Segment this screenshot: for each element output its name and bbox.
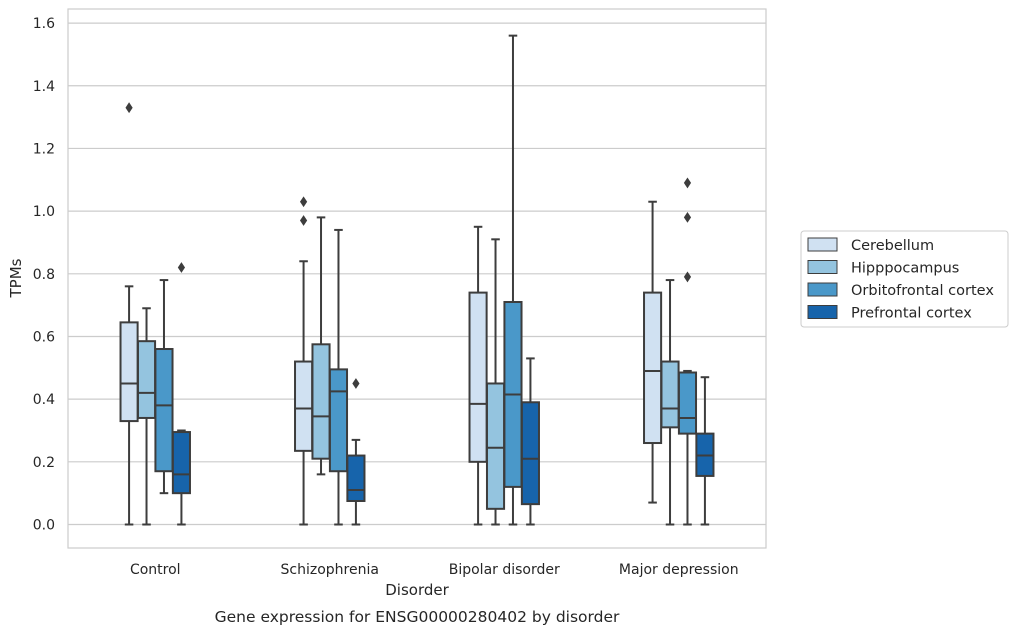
legend-label: Prefrontal cortex [851,306,972,322]
box-schizophrenia-hipppocampus [311,216,331,476]
y-axis-ticks: 0.0 0.2 0.4 0.6 0.8 1.0 1.2 1.4 1.6 [33,16,55,533]
box-schizophrenia-prefrontal-cortex [346,378,366,526]
legend: Cerebellum Hipppocampus Orbitofrontal cort… [800,230,1009,328]
box-control-cerebellum [119,102,139,526]
legend-label: Orbitofrontal cortex [851,283,994,299]
y-tick-label: 0.0 [33,517,55,533]
box-body [154,348,174,473]
x-tick-label: Bipolar disorder [449,562,560,578]
box-schizophrenia-cerebellum [294,196,314,526]
box-body [485,382,506,510]
y-tick-label: 0.2 [33,455,55,471]
legend-items: Cerebellum Hipppocampus Orbitofrontal cort… [807,237,994,322]
x-tick-label: Major depression [619,562,739,578]
box-bipolar-disorder-cerebellum [468,225,488,526]
outlier-point [125,102,133,114]
chart-caption: Gene expression for ENSG00000280402 by d… [215,608,620,626]
y-tick-label: 0.4 [33,392,55,408]
box-major-depression-prefrontal-cortex [695,376,715,526]
legend-swatch [807,282,838,297]
legend-frame [800,230,1009,328]
box-major-depression-hipppocampus [660,279,680,526]
box-bipolar-disorder-orbitofrontal-cortex [503,34,523,526]
outlier-point [683,271,692,283]
outlier-point [683,177,692,189]
box-body [520,401,540,506]
box-bipolar-disorder-prefrontal-cortex [520,357,540,526]
box-schizophrenia-orbitofrontal-cortex [328,228,349,526]
box-body [136,340,157,419]
box-body [171,431,191,495]
plot-frame [67,8,767,549]
box-control-hipppocampus [136,307,157,526]
outlier-point [299,196,308,208]
outlier-point [683,211,692,223]
y-tick-label: 1.6 [33,16,55,32]
box-bipolar-disorder-hipppocampus [485,238,506,526]
box-marks [119,34,715,526]
outlier-point [352,378,360,389]
box-control-orbitofrontal-cortex [154,279,174,495]
box-body [346,454,366,502]
y-axis-label: TPMs [7,258,25,298]
y-tick-label: 0.6 [33,329,55,345]
x-tick-label: Schizophrenia [281,562,379,578]
box-body [311,343,331,460]
legend-swatch [807,260,838,274]
x-tick-label: Control [130,562,181,578]
legend-label: Hipppocampus [851,261,959,277]
box-body [119,321,139,423]
x-axis-label: Disorder [385,581,449,599]
box-control-prefrontal-cortex [171,262,191,526]
box-body [660,360,680,429]
box-body [643,291,663,445]
legend-swatch [807,305,838,319]
x-axis-ticks: Control Schizophrenia Bipolar disorder Majo… [130,562,739,578]
outlier-point [177,262,186,273]
y-tick-label: 1.2 [33,141,55,157]
box-body [294,360,314,452]
outlier-point [299,215,308,226]
box-body [328,368,349,473]
legend-label: Cerebellum [851,238,934,254]
y-tick-label: 0.8 [33,267,55,283]
box-body [677,371,698,435]
y-tick-label: 1.4 [33,79,55,95]
box-major-depression-cerebellum [643,200,663,504]
box-body [468,291,488,463]
box-major-depression-orbitofrontal-cortex [677,177,698,526]
legend-swatch [807,237,838,252]
y-tick-label: 1.0 [33,204,55,220]
